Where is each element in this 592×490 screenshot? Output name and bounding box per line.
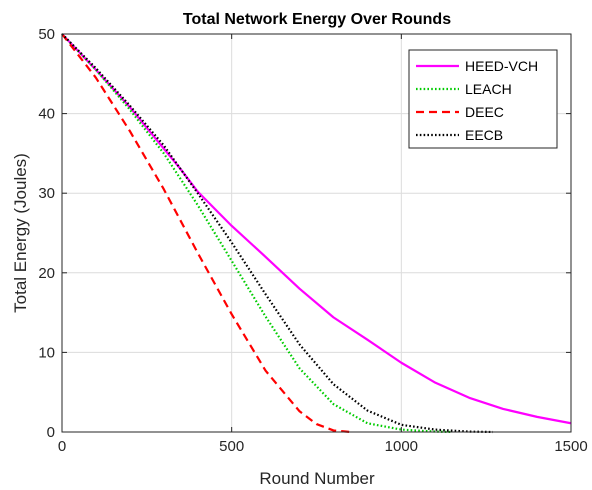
axes-box: [61, 33, 572, 433]
y-axis-label: Total Energy (Joules): [11, 153, 30, 313]
legend-label: DEEC: [465, 104, 504, 120]
series-line-eecb: [61, 33, 493, 434]
axes-layer: 0 500 1000 1500 0 10 20 30 40 50: [38, 26, 587, 455]
legend-label: LEACH: [465, 81, 512, 97]
legend-label: EECB: [465, 127, 503, 143]
y-tick-label: 20: [38, 265, 55, 282]
legend-label: HEED-VCH: [465, 58, 538, 74]
series-line-deec: [61, 33, 351, 434]
y-tick-label: 40: [38, 106, 55, 123]
y-tick-label: 50: [38, 26, 55, 43]
y-tick-label: 0: [47, 424, 55, 441]
x-tick-label: 1500: [554, 438, 587, 455]
x-tick-label: 500: [219, 438, 244, 455]
x-axis-label: Round Number: [259, 469, 375, 488]
legend: HEED-VCH LEACH DEEC EECB: [408, 49, 558, 149]
x-tick-label: 0: [58, 438, 66, 455]
y-tick-label: 10: [38, 344, 55, 361]
y-tick-label: 30: [38, 185, 55, 202]
series-line-heed-vch: [61, 33, 572, 425]
chart-title: Total Network Energy Over Rounds: [183, 11, 451, 28]
x-tick-label: 1000: [385, 438, 418, 455]
series-layer: [61, 33, 572, 434]
